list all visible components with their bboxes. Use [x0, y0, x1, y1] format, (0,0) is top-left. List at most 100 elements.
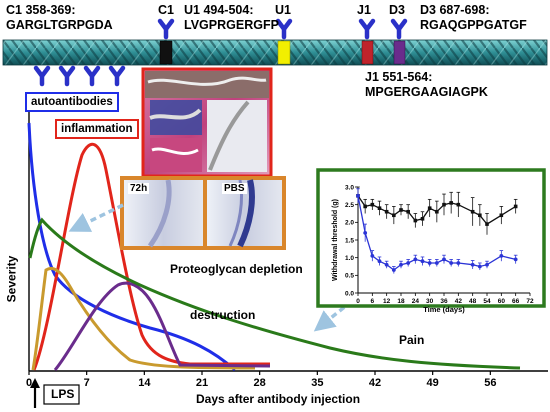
inset-x-tick-label: 72	[526, 298, 534, 305]
inset-data-point	[449, 201, 453, 205]
histology-label-pbs: PBS	[222, 183, 247, 194]
inset-data-point	[470, 209, 475, 214]
inset-data-point	[470, 262, 475, 267]
main-x-tick-label: 42	[369, 377, 381, 389]
destruction-label: destruction	[190, 308, 256, 322]
epitope-marker-u1	[277, 40, 291, 65]
lps-box	[43, 384, 80, 405]
inset-y-tick-label: 1.0	[345, 255, 354, 262]
inset-y-tick-label: 3.0	[345, 184, 354, 191]
inset-data-point	[413, 218, 418, 223]
epitope-d3-sequence: RGAQGPPGATGF	[420, 18, 527, 32]
antibody-icon	[86, 68, 98, 84]
severity-axis-label: Severity	[4, 255, 19, 303]
inset-x-tick-label: 60	[498, 298, 506, 305]
inset-data-point	[420, 259, 425, 264]
inset-y-tick-label: 0.5	[345, 273, 354, 280]
inset-data-point	[434, 261, 439, 265]
inset-data-point	[513, 204, 518, 209]
inset-data-point	[399, 208, 403, 212]
helix-marker-label-j1: J1	[357, 3, 371, 17]
inset-x-tick-label: 24	[412, 298, 420, 305]
inset-data-point	[513, 257, 518, 262]
main-x-tick-label: 14	[138, 377, 151, 389]
severity-curves	[27, 122, 521, 372]
lps-label: LPS	[51, 387, 75, 401]
main-x-tick-label: 28	[254, 377, 266, 389]
main-x-tick-label: 0	[26, 377, 32, 389]
link-arrows	[68, 203, 354, 332]
inset-data-point	[499, 254, 504, 258]
inset-data-point	[442, 257, 446, 262]
inset-data-point	[485, 262, 489, 267]
inset-x-tick-label: 30	[426, 298, 434, 305]
inset-data-point	[427, 261, 432, 265]
inset-x-tick-label: 48	[469, 298, 477, 305]
inset-x-tick-label: 54	[483, 298, 491, 305]
histology-label-72h: 72h	[128, 183, 150, 194]
inset-data-point	[456, 202, 461, 207]
inset-x-tick-label: 42	[455, 298, 463, 305]
main-x-tick-label: 21	[196, 377, 208, 389]
inset-x-tick-label: 0	[356, 298, 360, 305]
epitope-d3-range: D3 687-698:	[420, 3, 490, 17]
inset-data-point	[406, 209, 410, 214]
epitope-marker-c1	[159, 40, 173, 65]
days-axis-label: Days after antibody injection	[196, 392, 361, 406]
inset-x-tick-label: 12	[383, 298, 391, 305]
inset-y-tick-label: 2.0	[345, 220, 354, 227]
epitope-c1-range: C1 358-369:	[6, 3, 76, 17]
inset-data-point	[377, 259, 382, 264]
free-antibody-icons	[36, 68, 123, 84]
antibody-icon	[111, 68, 123, 84]
inset-data-point	[391, 268, 396, 272]
epitope-j1-sequence: MPGERGAAGIAGPK	[365, 85, 488, 99]
lps-arrow-icon	[30, 378, 40, 408]
proteoglycan-curve	[31, 266, 256, 371]
antibody-icon	[278, 21, 290, 37]
inset-data-point	[363, 231, 368, 235]
inset-y-tick-label: 1.5	[345, 237, 354, 244]
histology-photo-inflammation	[141, 67, 273, 178]
inset-data-point	[392, 213, 396, 218]
collagen-helix	[2, 39, 548, 66]
epitope-marker-d3	[393, 40, 406, 65]
pain-curve	[28, 217, 521, 370]
inset-data-point	[370, 202, 375, 207]
autoantibody-curve	[27, 122, 237, 372]
inset-data-point	[363, 204, 367, 209]
inset-data-point	[370, 254, 375, 258]
inset-data-point	[435, 209, 439, 214]
epitope-marker-j1	[361, 40, 374, 65]
epitope-markers	[159, 40, 406, 65]
inset-x-tick-label: 36	[440, 298, 448, 305]
inset-x-tick-label: 18	[397, 298, 405, 305]
inset-data-point	[384, 209, 389, 214]
epitope-c1-sequence: GARGLTGRPGDA	[6, 18, 113, 32]
main-x-tick-label: 49	[427, 377, 439, 389]
antibody-icon	[160, 21, 172, 37]
antibody-icon	[361, 21, 373, 37]
inset-data-point	[384, 262, 389, 267]
inset-data-point	[499, 213, 504, 218]
inset-data-point	[427, 206, 432, 210]
helix-marker-label-c1: C1	[158, 3, 174, 17]
epitope-j1-range: J1 551-564:	[365, 70, 433, 84]
main-x-tick-label: 7	[84, 377, 90, 389]
inset-data-point	[377, 206, 382, 210]
inset-data-point	[442, 202, 446, 207]
destruction-curve	[53, 281, 271, 371]
main-x-tick-label: 35	[311, 377, 323, 389]
antibody-icon	[61, 68, 73, 84]
autoantibodies-label: autoantibodies	[25, 92, 119, 112]
antibody-icon	[36, 68, 48, 84]
inset-x-axis-label: Time (days)	[423, 305, 465, 314]
antibody-icon	[393, 21, 405, 37]
inset-data-point	[456, 261, 461, 265]
inflammation-label: inflammation	[55, 119, 139, 139]
inset-chart: 0 6 12 18 24 30 36 42 48 54 60 66 72 0.0 0.5 1.0 1.5 2.0 2…	[316, 168, 546, 314]
main-x-tick-label: 56	[484, 377, 496, 389]
inset-data-point	[413, 257, 418, 262]
helix-marker-label-d3: D3	[389, 3, 405, 17]
